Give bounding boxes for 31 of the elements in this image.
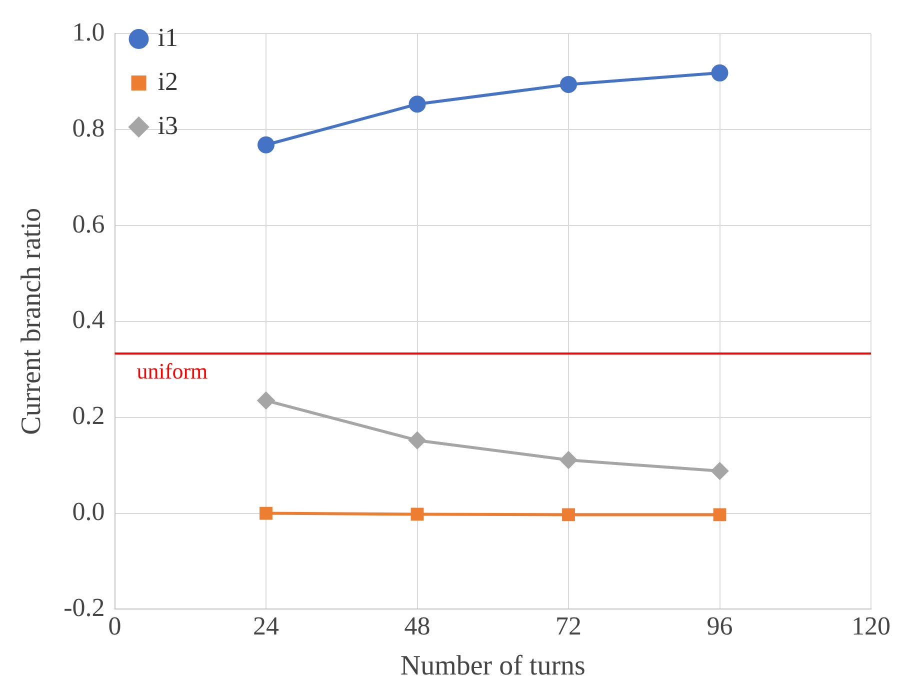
x-tick-label: 96 xyxy=(706,612,733,641)
point xyxy=(260,506,272,520)
y-tick-label: 0.0 xyxy=(72,497,105,526)
point xyxy=(410,508,424,521)
point xyxy=(711,462,728,480)
legend-label: i1 xyxy=(158,22,178,52)
y-axis-title: Current branch ratio xyxy=(16,208,48,435)
point xyxy=(258,136,275,154)
y-tick-label: 0.4 xyxy=(72,305,105,334)
x-tick-label: 24 xyxy=(253,612,280,641)
y-tick-label: -0.2 xyxy=(64,593,105,622)
y-tick-label: 1.0 xyxy=(72,17,105,46)
point xyxy=(560,76,578,93)
x-axis-title: Number of turns xyxy=(400,650,586,682)
x-tick-label: 120 xyxy=(852,612,890,641)
ref-line-label: uniform xyxy=(136,358,208,384)
x-tick-label: 0 xyxy=(108,612,122,641)
y-tick-label: 0.6 xyxy=(72,209,105,238)
point xyxy=(711,64,728,82)
point xyxy=(408,432,426,449)
point xyxy=(562,508,575,522)
point xyxy=(560,452,578,469)
y-tick-label: 0.8 xyxy=(72,113,105,142)
point xyxy=(408,96,426,113)
legend-label: i2 xyxy=(158,66,178,96)
legend-label: i3 xyxy=(158,110,178,140)
x-tick-label: 72 xyxy=(556,612,582,641)
point xyxy=(258,392,275,410)
point xyxy=(713,508,726,522)
y-tick-label: 0.2 xyxy=(72,401,105,430)
x-tick-label: 48 xyxy=(404,612,430,641)
